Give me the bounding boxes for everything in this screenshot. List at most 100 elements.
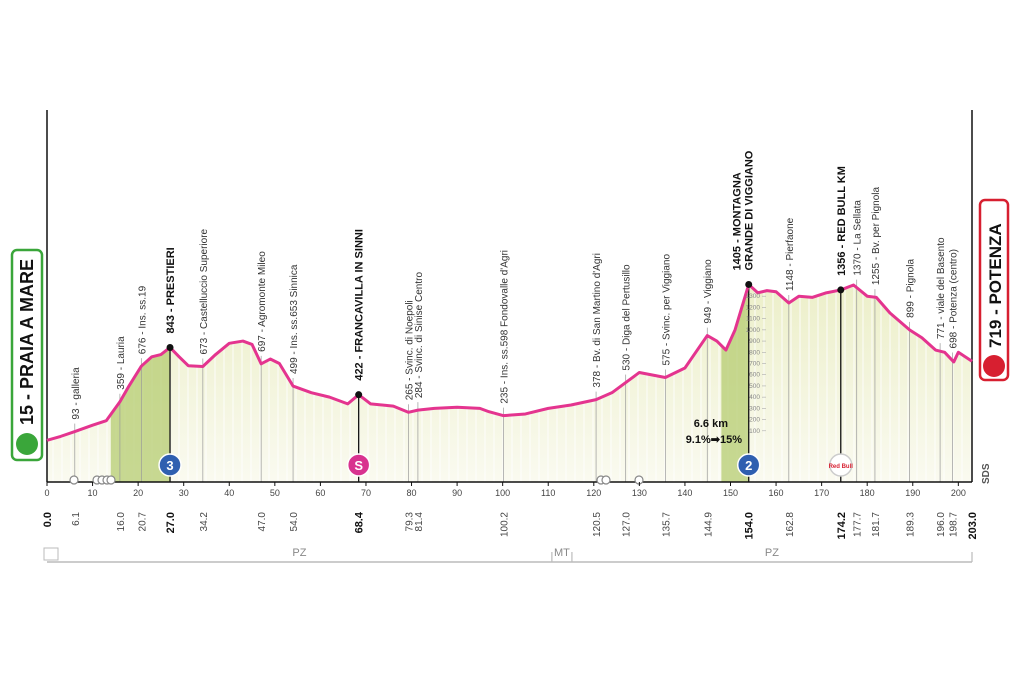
- waypoint-label: 378 - Bv. di San Martino d'Agri: [592, 253, 603, 388]
- km-label: 135.7: [661, 512, 672, 537]
- waypoint-label: 697 - Agromonte Mileo: [257, 251, 268, 352]
- climb-note: 6.6 km 9.1%➡15%: [686, 418, 743, 446]
- y-tick-label: 100: [749, 428, 760, 435]
- y-tick-label: 400: [749, 394, 760, 401]
- km-label: 6.1: [71, 512, 82, 526]
- y-tick-label: 600: [749, 372, 760, 379]
- x-tick-label: 70: [361, 488, 371, 498]
- km-label: 54.0: [289, 512, 300, 532]
- climb-gradient: 9.1%➡15%: [686, 434, 743, 446]
- waypoint-label: 93 - galleria: [71, 367, 82, 420]
- start-icon: [16, 433, 38, 455]
- x-tick-label: 180: [860, 488, 875, 498]
- finish-icon: [983, 355, 1005, 377]
- summit-dot: [355, 391, 363, 399]
- km-label: 16.0: [116, 512, 127, 532]
- km-label: 144.9: [703, 512, 714, 537]
- plot: [47, 279, 972, 482]
- x-tick-label: 130: [632, 488, 647, 498]
- summit-dot: [745, 280, 753, 288]
- km-label: 81.4: [414, 512, 425, 532]
- marker-badge: [158, 453, 182, 477]
- waypoint-label: 843 - PRESTIERI: [165, 247, 177, 333]
- finish-label: 719 - POTENZA: [986, 223, 1005, 348]
- marker-label: 3: [166, 458, 173, 473]
- waypoint-label: 673 - Castelluccio Superiore: [199, 228, 210, 354]
- km-label: 68.4: [354, 511, 366, 533]
- km-label: 198.7: [948, 512, 959, 537]
- x-tick-label: 190: [905, 488, 920, 498]
- marker-badge: [736, 453, 761, 477]
- marker-badge: [346, 453, 371, 477]
- y-tick-label: 200: [749, 417, 760, 424]
- km-label: 181.7: [871, 512, 882, 537]
- waypoint-label: 1356 - RED BULL KM: [836, 166, 848, 276]
- x-tick-label: 170: [814, 488, 829, 498]
- x-tick-label: 200: [951, 488, 966, 498]
- waypoint-label: 1370 - La Sellata: [853, 200, 864, 276]
- climb-area: [721, 284, 749, 482]
- waypoint-label: 284 - Svinc. di Sinise Centro: [414, 272, 425, 399]
- waypoint-label: 1148 - Pierfaone: [785, 217, 796, 291]
- km-label: 177.7: [853, 512, 864, 537]
- y-tick-label: 500: [749, 383, 760, 390]
- climb-area: [110, 347, 171, 482]
- y-tick-label: 1300: [746, 293, 761, 300]
- marker-label: 2: [745, 458, 752, 473]
- waypoint-label: 499 - Ins. ss.653 Sinnica: [289, 264, 300, 374]
- km-label: 120.5: [592, 512, 603, 537]
- km-label: 79.3: [404, 512, 415, 532]
- y-tick-label: 1000: [746, 327, 761, 334]
- x-tick-label: 100: [495, 488, 510, 498]
- region-label: PZ: [292, 547, 306, 559]
- km-label: 0.0: [42, 512, 54, 527]
- km-label: 34.2: [199, 512, 210, 532]
- x-tick-label: 20: [133, 488, 143, 498]
- summit-dot: [837, 286, 845, 294]
- km-label: 162.8: [785, 512, 796, 537]
- y-tick-label: 700: [749, 361, 760, 368]
- marker-badge: [829, 453, 853, 477]
- marker-label: Red Bull: [829, 464, 854, 470]
- waypoint-label: 698 - Potenza (centro): [948, 249, 959, 349]
- x-tick-label: 110: [541, 488, 555, 498]
- tunnel-icons: [69, 475, 644, 485]
- x-tick-label: 160: [769, 488, 784, 498]
- waypoint-label: 1255 - Bv. per Pignola: [871, 187, 882, 286]
- x-tick-label: 150: [723, 488, 738, 498]
- km-label: 203.0: [967, 512, 979, 540]
- waypoint-label: 676 - Ins. ss.19: [137, 285, 148, 354]
- region-label: PZ: [765, 547, 779, 559]
- start-box: [10, 248, 44, 462]
- waypoint-label: 771 - viale del Basento: [936, 237, 947, 339]
- km-label: 154.0: [744, 512, 756, 540]
- km-label: 27.0: [165, 512, 177, 533]
- y-tick-label: 1200: [746, 304, 761, 311]
- region-label: MT: [554, 547, 570, 559]
- x-tick-label: 30: [179, 488, 189, 498]
- x-tick-label: 40: [224, 488, 234, 498]
- x-tick-label: 90: [452, 488, 462, 498]
- y-tick-label: 300: [749, 405, 760, 412]
- y-tick-label: 1100: [746, 316, 760, 323]
- climb-length: 6.6 km: [694, 418, 728, 430]
- x-tick-label: 120: [586, 488, 601, 498]
- km-label: 127.0: [622, 512, 633, 537]
- start-label: 15 - PRAIA A MARE: [17, 259, 37, 425]
- km-label: 189.3: [906, 512, 917, 537]
- x-tick-label: 60: [315, 488, 325, 498]
- y-tick-label: 900: [749, 338, 760, 345]
- x-tick-label: 50: [270, 488, 280, 498]
- waypoint-label: GRANDE DI VIGGIANO: [744, 150, 756, 270]
- km-label: 47.0: [257, 512, 268, 532]
- marker-label: S: [354, 458, 363, 473]
- waypoint-label: 949 - Viggiano: [703, 259, 714, 324]
- x-tick-label: 0: [44, 488, 49, 498]
- x-tick-label: 80: [407, 488, 417, 498]
- logo: SDS: [981, 463, 992, 484]
- waypoint-label: 575 - Svinc. per Viggiano: [661, 254, 672, 366]
- km-label: 100.2: [500, 512, 511, 537]
- waypoint-label: 265 - Svinc. di Noepoli: [404, 300, 415, 400]
- waypoint-label: 359 - Lauria: [116, 336, 127, 390]
